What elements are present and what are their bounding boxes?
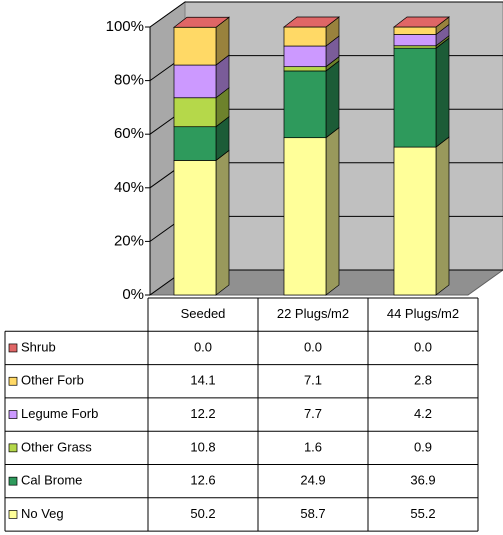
table-value: 24.9 bbox=[300, 473, 325, 488]
bar bbox=[283, 66, 327, 72]
x-tick-label: 22 Plugs/m2 bbox=[277, 306, 349, 321]
y-tick-label: 0% bbox=[122, 286, 144, 303]
bar bbox=[173, 97, 217, 128]
bar bbox=[393, 34, 437, 47]
table-value: 0.0 bbox=[194, 339, 212, 354]
bar-top bbox=[392, 16, 451, 28]
bar-side bbox=[215, 149, 230, 296]
table-value: 0.9 bbox=[414, 439, 432, 454]
x-tick-label: Seeded bbox=[181, 306, 226, 321]
bar bbox=[283, 137, 327, 296]
table-value: 0.0 bbox=[414, 339, 432, 354]
bar bbox=[393, 26, 437, 35]
y-tick-label: 60% bbox=[114, 125, 144, 142]
table-value: 14.1 bbox=[190, 373, 215, 388]
legend-label: Other Forb bbox=[21, 373, 84, 388]
table-value: 12.6 bbox=[190, 473, 215, 488]
x-tick-label: 44 Plugs/m2 bbox=[387, 306, 459, 321]
legend-label: Legume Forb bbox=[21, 406, 98, 421]
y-tick-label: 80% bbox=[114, 72, 144, 89]
bar-side bbox=[435, 136, 450, 296]
table-value: 12.2 bbox=[190, 406, 215, 421]
table-value: 36.9 bbox=[410, 473, 435, 488]
back-wall bbox=[184, 1, 503, 271]
bar bbox=[173, 26, 217, 66]
table-value: 2.8 bbox=[414, 373, 432, 388]
legend-swatch bbox=[8, 476, 18, 486]
table-value: 50.2 bbox=[190, 506, 215, 521]
bar bbox=[393, 45, 437, 49]
bar-side bbox=[325, 60, 340, 139]
bar-side bbox=[435, 37, 450, 148]
bar bbox=[173, 160, 217, 296]
legend-label: Shrub bbox=[21, 339, 56, 354]
bar-top bbox=[282, 16, 341, 28]
y-tick-label: 40% bbox=[114, 179, 144, 196]
legend-label: Other Grass bbox=[21, 439, 92, 454]
legend-swatch bbox=[8, 443, 18, 453]
bar bbox=[283, 26, 327, 47]
bar bbox=[173, 64, 217, 99]
bar bbox=[283, 70, 327, 139]
legend-label: No Veg bbox=[21, 506, 64, 521]
table-value: 58.7 bbox=[300, 506, 325, 521]
legend-swatch bbox=[8, 343, 18, 353]
table-value: 4.2 bbox=[414, 406, 432, 421]
y-tick-label: 100% bbox=[106, 18, 144, 35]
legend-swatch bbox=[8, 376, 18, 386]
table-value: 55.2 bbox=[410, 506, 435, 521]
grid-line bbox=[149, 1, 503, 28]
bar-top bbox=[172, 16, 231, 28]
table-value: 0.0 bbox=[304, 339, 322, 354]
legend-swatch bbox=[8, 410, 18, 419]
table-value: 10.8 bbox=[190, 439, 215, 454]
bar bbox=[393, 146, 437, 296]
table-value: 1.6 bbox=[304, 439, 322, 454]
bar bbox=[173, 126, 217, 161]
table-value: 7.1 bbox=[304, 373, 322, 388]
y-tick-label: 20% bbox=[114, 232, 144, 249]
bar bbox=[283, 45, 327, 68]
legend-label: Cal Brome bbox=[21, 473, 82, 488]
bar-side bbox=[325, 126, 340, 296]
legend-swatch bbox=[8, 510, 18, 519]
table-value: 7.7 bbox=[304, 406, 322, 421]
bar bbox=[393, 47, 437, 148]
